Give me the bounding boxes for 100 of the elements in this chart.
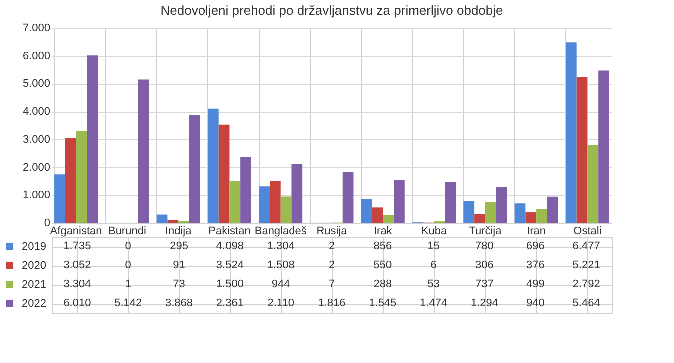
y-tick-label: 5.000	[22, 78, 50, 90]
data-label: 0	[125, 260, 132, 272]
data-label: 1.500	[216, 278, 244, 290]
bar	[383, 214, 394, 223]
y-tick-label: 0	[44, 218, 50, 230]
bar	[514, 204, 526, 223]
data-label: 944	[272, 278, 290, 290]
y-tick-label: 3.000	[22, 134, 50, 146]
x-tick-label: Kuba	[421, 226, 448, 238]
data-label: 1.294	[470, 298, 498, 310]
bar	[230, 181, 241, 223]
data-label: 856	[374, 240, 392, 252]
bar	[445, 182, 456, 223]
x-tick-label: Bangladeš	[254, 226, 308, 238]
data-label: 306	[476, 260, 494, 272]
bar	[464, 201, 475, 223]
bar	[138, 80, 150, 223]
data-label: 6.010	[64, 298, 92, 310]
data-label: 288	[374, 278, 392, 290]
data-label: 1.735	[64, 240, 92, 252]
bar	[218, 124, 230, 223]
data-label: 940	[526, 298, 545, 310]
legend-label: 2021	[22, 279, 46, 291]
data-label: 3.524	[216, 260, 244, 272]
data-label: 3.052	[64, 260, 92, 272]
bar	[576, 78, 588, 223]
x-tick-label: Afganistan	[50, 226, 102, 238]
data-label: 6.477	[572, 240, 600, 252]
data-label: 7	[328, 278, 336, 290]
data-label: 0	[125, 240, 132, 252]
chart-title: Nedovoljeni prehodi po državljanstvu za primerljivo obdobje	[160, 3, 504, 18]
bar	[259, 186, 270, 223]
data-label: 737	[476, 278, 494, 290]
data-label: 1.816	[318, 298, 346, 310]
x-tick-label: Irak	[374, 226, 393, 238]
data-label: 53	[428, 278, 440, 290]
y-tick-label: 7.000	[22, 22, 50, 34]
bar	[526, 212, 537, 223]
bar	[566, 42, 577, 223]
y-tick-label: 1.000	[22, 190, 50, 202]
legend-label: 2019	[22, 241, 46, 253]
bar	[54, 174, 66, 223]
data-label: 1.474	[420, 298, 448, 310]
data-label: 550	[374, 260, 392, 272]
data-label: 2.792	[572, 278, 600, 290]
y-tick-label: 6.000	[22, 50, 50, 62]
bar	[342, 172, 354, 223]
data-label: 2	[328, 240, 336, 252]
x-tick-label: Indija	[165, 226, 193, 238]
data-label: 15	[428, 240, 440, 252]
bar	[372, 208, 384, 223]
y-tick-label: 4.000	[22, 106, 50, 118]
x-tick-label: Turčija	[469, 226, 503, 238]
data-label: 499	[526, 278, 545, 290]
data-label: 295	[170, 240, 188, 252]
bar	[485, 202, 496, 223]
data-label: 2.110	[268, 298, 294, 310]
x-tick-label: Pakistan	[208, 226, 251, 238]
bar	[208, 108, 219, 223]
data-label: 2	[328, 260, 336, 272]
y-tick-label: 2.000	[22, 162, 50, 174]
bar	[240, 157, 252, 223]
x-tick-label: Ostali	[574, 226, 602, 238]
bar	[168, 220, 179, 223]
bar	[588, 145, 599, 223]
bar	[292, 164, 303, 223]
data-label: 1.304	[267, 240, 295, 252]
legend-label: 2020	[22, 260, 46, 272]
bar	[361, 199, 372, 223]
data-label: 5.221	[572, 260, 600, 272]
bar	[394, 180, 405, 223]
bar	[280, 196, 292, 223]
data-label: 3.304	[64, 278, 92, 290]
data-label: 5.142	[114, 298, 142, 310]
data-label: 696	[526, 240, 545, 252]
bar	[536, 209, 548, 223]
data-label: 1.508	[267, 260, 295, 272]
bar	[156, 214, 168, 223]
x-tick-label: Iran	[527, 226, 546, 238]
bar	[270, 180, 281, 223]
bar	[474, 214, 486, 223]
data-label: 5.464	[572, 298, 600, 310]
bar	[598, 70, 610, 223]
bar	[76, 130, 88, 223]
data-label: 1	[125, 278, 132, 290]
data-label: 73	[173, 278, 186, 290]
data-label: 2.361	[216, 298, 244, 310]
data-label: 91	[173, 260, 186, 272]
bar	[496, 186, 508, 223]
data-label: 4.098	[216, 240, 244, 252]
bar	[547, 196, 558, 223]
x-tick-label: Rusija	[316, 226, 348, 238]
legend-label: 2022	[22, 298, 46, 310]
data-label: 3.868	[166, 298, 194, 310]
data-label: 6	[430, 260, 437, 272]
x-tick-label: Burundi	[108, 226, 146, 238]
data-label: 376	[526, 260, 545, 272]
bar	[189, 115, 200, 223]
data-label: 780	[476, 240, 494, 252]
data-label: 1.545	[369, 298, 397, 310]
